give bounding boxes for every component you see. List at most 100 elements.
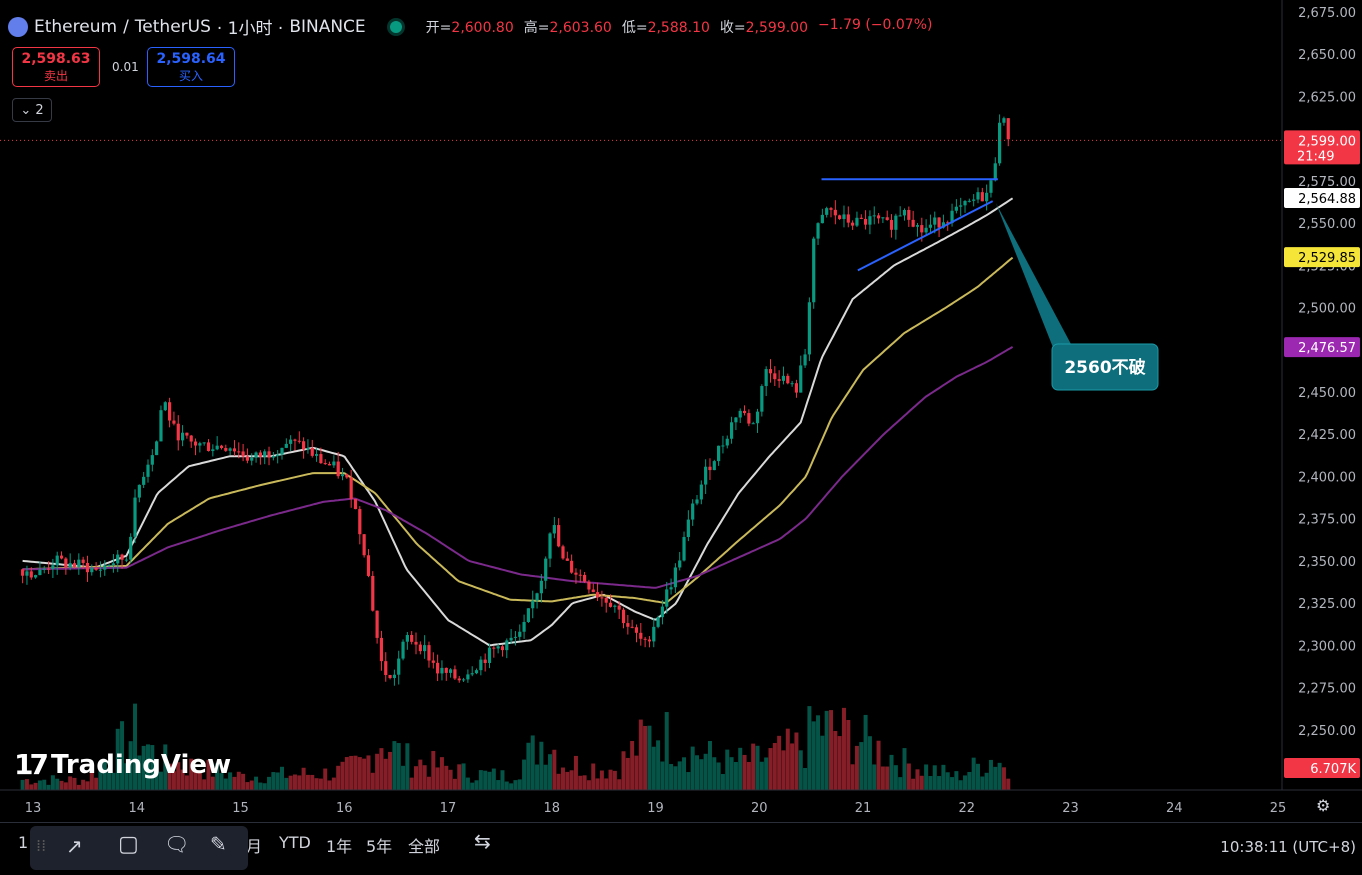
price-axis[interactable]: 2,675.002,650.002,625.002,600.002,575.00… bbox=[1281, 0, 1362, 822]
volume-bar bbox=[746, 761, 751, 790]
volume-bar bbox=[599, 770, 604, 790]
volume-bar bbox=[448, 769, 453, 790]
volume-bar bbox=[591, 763, 596, 790]
indicators-toggle[interactable]: ⌄ 2 bbox=[12, 98, 52, 122]
drag-handle-icon[interactable]: ⁞⁞ bbox=[36, 836, 47, 855]
countdown-label: 21:49 bbox=[1297, 149, 1334, 164]
compare-icon[interactable]: ⇆ bbox=[474, 829, 491, 853]
drawings[interactable]: 2560不破 bbox=[0, 139, 1282, 391]
volume-bar bbox=[725, 749, 730, 790]
candle-body bbox=[94, 567, 98, 570]
candle-body bbox=[453, 669, 457, 679]
clock[interactable]: 10:38:11 (UTC+8) bbox=[1220, 838, 1356, 856]
candle-body bbox=[107, 565, 111, 567]
volume-bar bbox=[68, 776, 73, 790]
volume-bar bbox=[133, 703, 138, 790]
comment-tool-icon[interactable]: 🗨 bbox=[164, 832, 190, 856]
volume-bar bbox=[811, 721, 816, 790]
candle-body bbox=[180, 432, 185, 441]
candle-body bbox=[29, 571, 33, 578]
trendline-tool-icon[interactable]: ↗ bbox=[66, 834, 83, 858]
candle-body bbox=[42, 568, 46, 570]
rectangle-tool-icon[interactable]: ▢ bbox=[118, 832, 139, 857]
sell-button[interactable]: 2,598.63 卖出 bbox=[12, 47, 100, 87]
interval[interactable]: · 1小时 · bbox=[216, 19, 284, 39]
range-first[interactable]: 1 bbox=[18, 833, 29, 852]
volume-bar bbox=[457, 764, 462, 790]
volume-bar bbox=[656, 740, 661, 790]
volume-bar bbox=[984, 772, 989, 790]
candle-body bbox=[825, 208, 829, 215]
candle-body bbox=[600, 597, 604, 599]
candle-body bbox=[466, 674, 470, 680]
volume-bar bbox=[677, 761, 682, 790]
candle-body bbox=[267, 451, 271, 458]
candle-body bbox=[583, 574, 587, 582]
candle-body bbox=[725, 438, 729, 446]
volume-bar bbox=[967, 771, 972, 790]
candle-body bbox=[349, 477, 353, 499]
candle-body bbox=[159, 410, 163, 442]
support-trendline bbox=[857, 200, 994, 272]
volume-bar bbox=[362, 758, 367, 790]
candle-body bbox=[915, 225, 920, 227]
range-month[interactable]: 月 bbox=[246, 837, 263, 856]
volume-bar bbox=[733, 761, 738, 790]
candle-body bbox=[889, 219, 894, 230]
x-tick-label: 23 bbox=[1062, 801, 1079, 816]
candle-body bbox=[327, 464, 332, 466]
volume-bar bbox=[751, 743, 756, 790]
volume-bar bbox=[846, 719, 851, 790]
candle-body bbox=[38, 569, 42, 576]
volume-label-bg bbox=[1284, 758, 1360, 778]
candle-body bbox=[496, 646, 500, 649]
quote-name[interactable]: TetherUS bbox=[134, 16, 211, 37]
pen-tool-icon[interactable]: ✎ bbox=[210, 832, 227, 856]
volume-bar bbox=[301, 767, 306, 790]
candle-body bbox=[652, 626, 656, 642]
volume-bar bbox=[422, 765, 427, 790]
range-1y[interactable]: 1年 bbox=[326, 837, 353, 856]
volume-bar bbox=[634, 755, 639, 790]
x-tick-label: 15 bbox=[232, 801, 249, 816]
candle-body bbox=[146, 464, 150, 477]
candle-body bbox=[656, 617, 660, 627]
range-5y[interactable]: 5年 bbox=[366, 837, 393, 856]
buy-button[interactable]: 2,598.64 买入 bbox=[147, 47, 235, 87]
candle-body bbox=[133, 497, 137, 537]
candle-body bbox=[937, 217, 941, 228]
y-tick-label: 2,575.00 bbox=[1298, 175, 1356, 190]
time-axis[interactable]: 13 14 15 16 17 18 19 20 21 22 23 24 25 bbox=[0, 789, 1362, 816]
candle-body bbox=[816, 223, 820, 239]
gear-icon[interactable]: ⚙ bbox=[1316, 796, 1331, 815]
volume-bar bbox=[392, 741, 397, 790]
candle-body bbox=[786, 375, 790, 384]
candle-body bbox=[980, 192, 984, 202]
candle-body bbox=[85, 562, 90, 573]
volume-bar bbox=[409, 777, 414, 790]
exchange[interactable]: BINANCE bbox=[289, 16, 366, 37]
volume-bar bbox=[643, 725, 648, 790]
candle-body bbox=[621, 609, 626, 624]
volume-bar bbox=[366, 755, 371, 790]
volume-bar bbox=[578, 775, 583, 790]
price-axis-bg bbox=[1282, 0, 1362, 822]
candle-body bbox=[418, 644, 422, 652]
symbol-name[interactable]: Ethereum bbox=[34, 16, 118, 37]
volume-bar bbox=[988, 759, 993, 790]
high-value: 2,603.60 bbox=[549, 19, 612, 36]
volume-bar bbox=[824, 710, 829, 790]
volume-bar bbox=[379, 748, 384, 790]
candle-body bbox=[81, 559, 85, 563]
range-all[interactable]: 全部 bbox=[408, 837, 441, 856]
volume-bar bbox=[958, 780, 963, 790]
y-tick-label: 2,350.00 bbox=[1298, 555, 1356, 570]
candle-body bbox=[933, 217, 937, 225]
volume-bar bbox=[686, 772, 691, 790]
volume-bar bbox=[560, 767, 565, 790]
candle-body bbox=[924, 227, 928, 233]
volume-bar bbox=[401, 765, 406, 790]
candle-body bbox=[120, 554, 124, 560]
range-ytd[interactable]: YTD bbox=[279, 833, 311, 852]
